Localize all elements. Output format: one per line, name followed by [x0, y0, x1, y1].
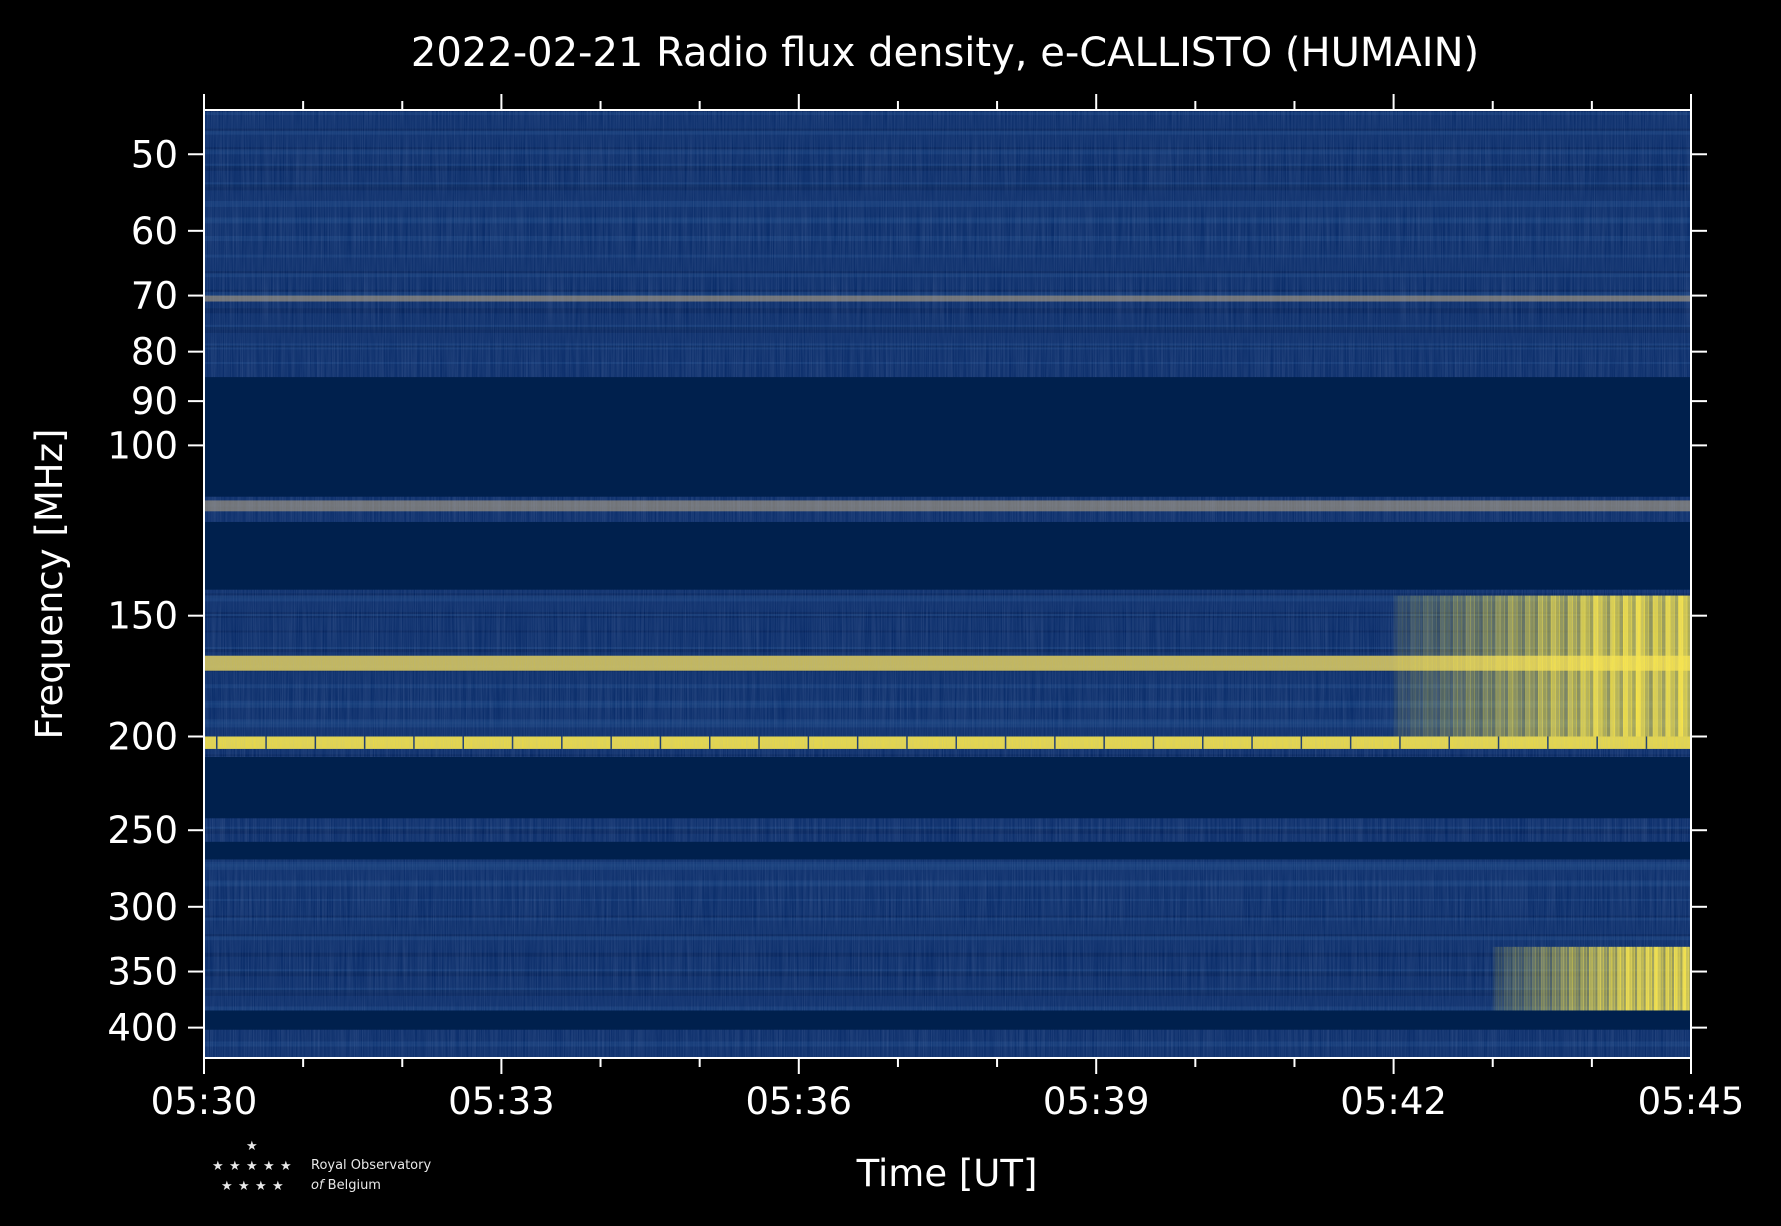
logo-line2: Belgium	[327, 1178, 381, 1193]
royal-observatory-logo: ★ ★ ★ ★ ★ ★ ★ ★ ★ ★ Royal Observatory of Bel…	[205, 1140, 465, 1196]
masked-band	[204, 377, 1691, 497]
y-tick-label: 60	[131, 210, 178, 253]
x-tick-label: 05:33	[448, 1080, 555, 1123]
y-tick-label: 300	[107, 886, 178, 929]
masked-band	[204, 1010, 1691, 1030]
logo-line1: Royal Observatory	[311, 1158, 432, 1173]
y-tick-label: 350	[107, 951, 178, 994]
chart-title: 2022-02-21 Radio flux density, e-CALLIST…	[411, 30, 1479, 76]
plot-frame	[203, 109, 1692, 1059]
masked-band	[204, 841, 1691, 860]
y-tick-label: 50	[131, 133, 178, 176]
x-axis-label: Time [UT]	[856, 1152, 1038, 1195]
x-tick-label: 05:30	[151, 1080, 258, 1123]
y-tick-label: 400	[107, 1007, 178, 1050]
x-tick-label: 05:39	[1043, 1080, 1150, 1123]
masked-band	[204, 756, 1691, 819]
y-tick-label: 250	[107, 809, 178, 852]
masked-bands	[204, 377, 1691, 1030]
y-tick-label: 70	[131, 275, 178, 318]
x-tick-label: 05:45	[1638, 1080, 1745, 1123]
y-tick-label: 200	[107, 716, 178, 759]
x-tick-label: 05:42	[1340, 1080, 1447, 1123]
logo-of: of	[311, 1178, 324, 1193]
y-tick-label: 80	[131, 331, 178, 374]
x-tick-label: 05:36	[745, 1080, 852, 1123]
y-tick-label: 90	[131, 380, 178, 423]
masked-band	[204, 521, 1691, 590]
star-circle-icon: ★ ★ ★ ★ ★ ★ ★ ★ ★ ★	[212, 1139, 292, 1194]
y-axis-label: Frequency [MHz]	[28, 429, 71, 740]
x-axis: 05:30 05:33 05:36 05:39 05:42 05:45	[151, 94, 1745, 1123]
y-tick-label: 100	[107, 424, 178, 467]
y-tick-label: 150	[107, 595, 178, 638]
